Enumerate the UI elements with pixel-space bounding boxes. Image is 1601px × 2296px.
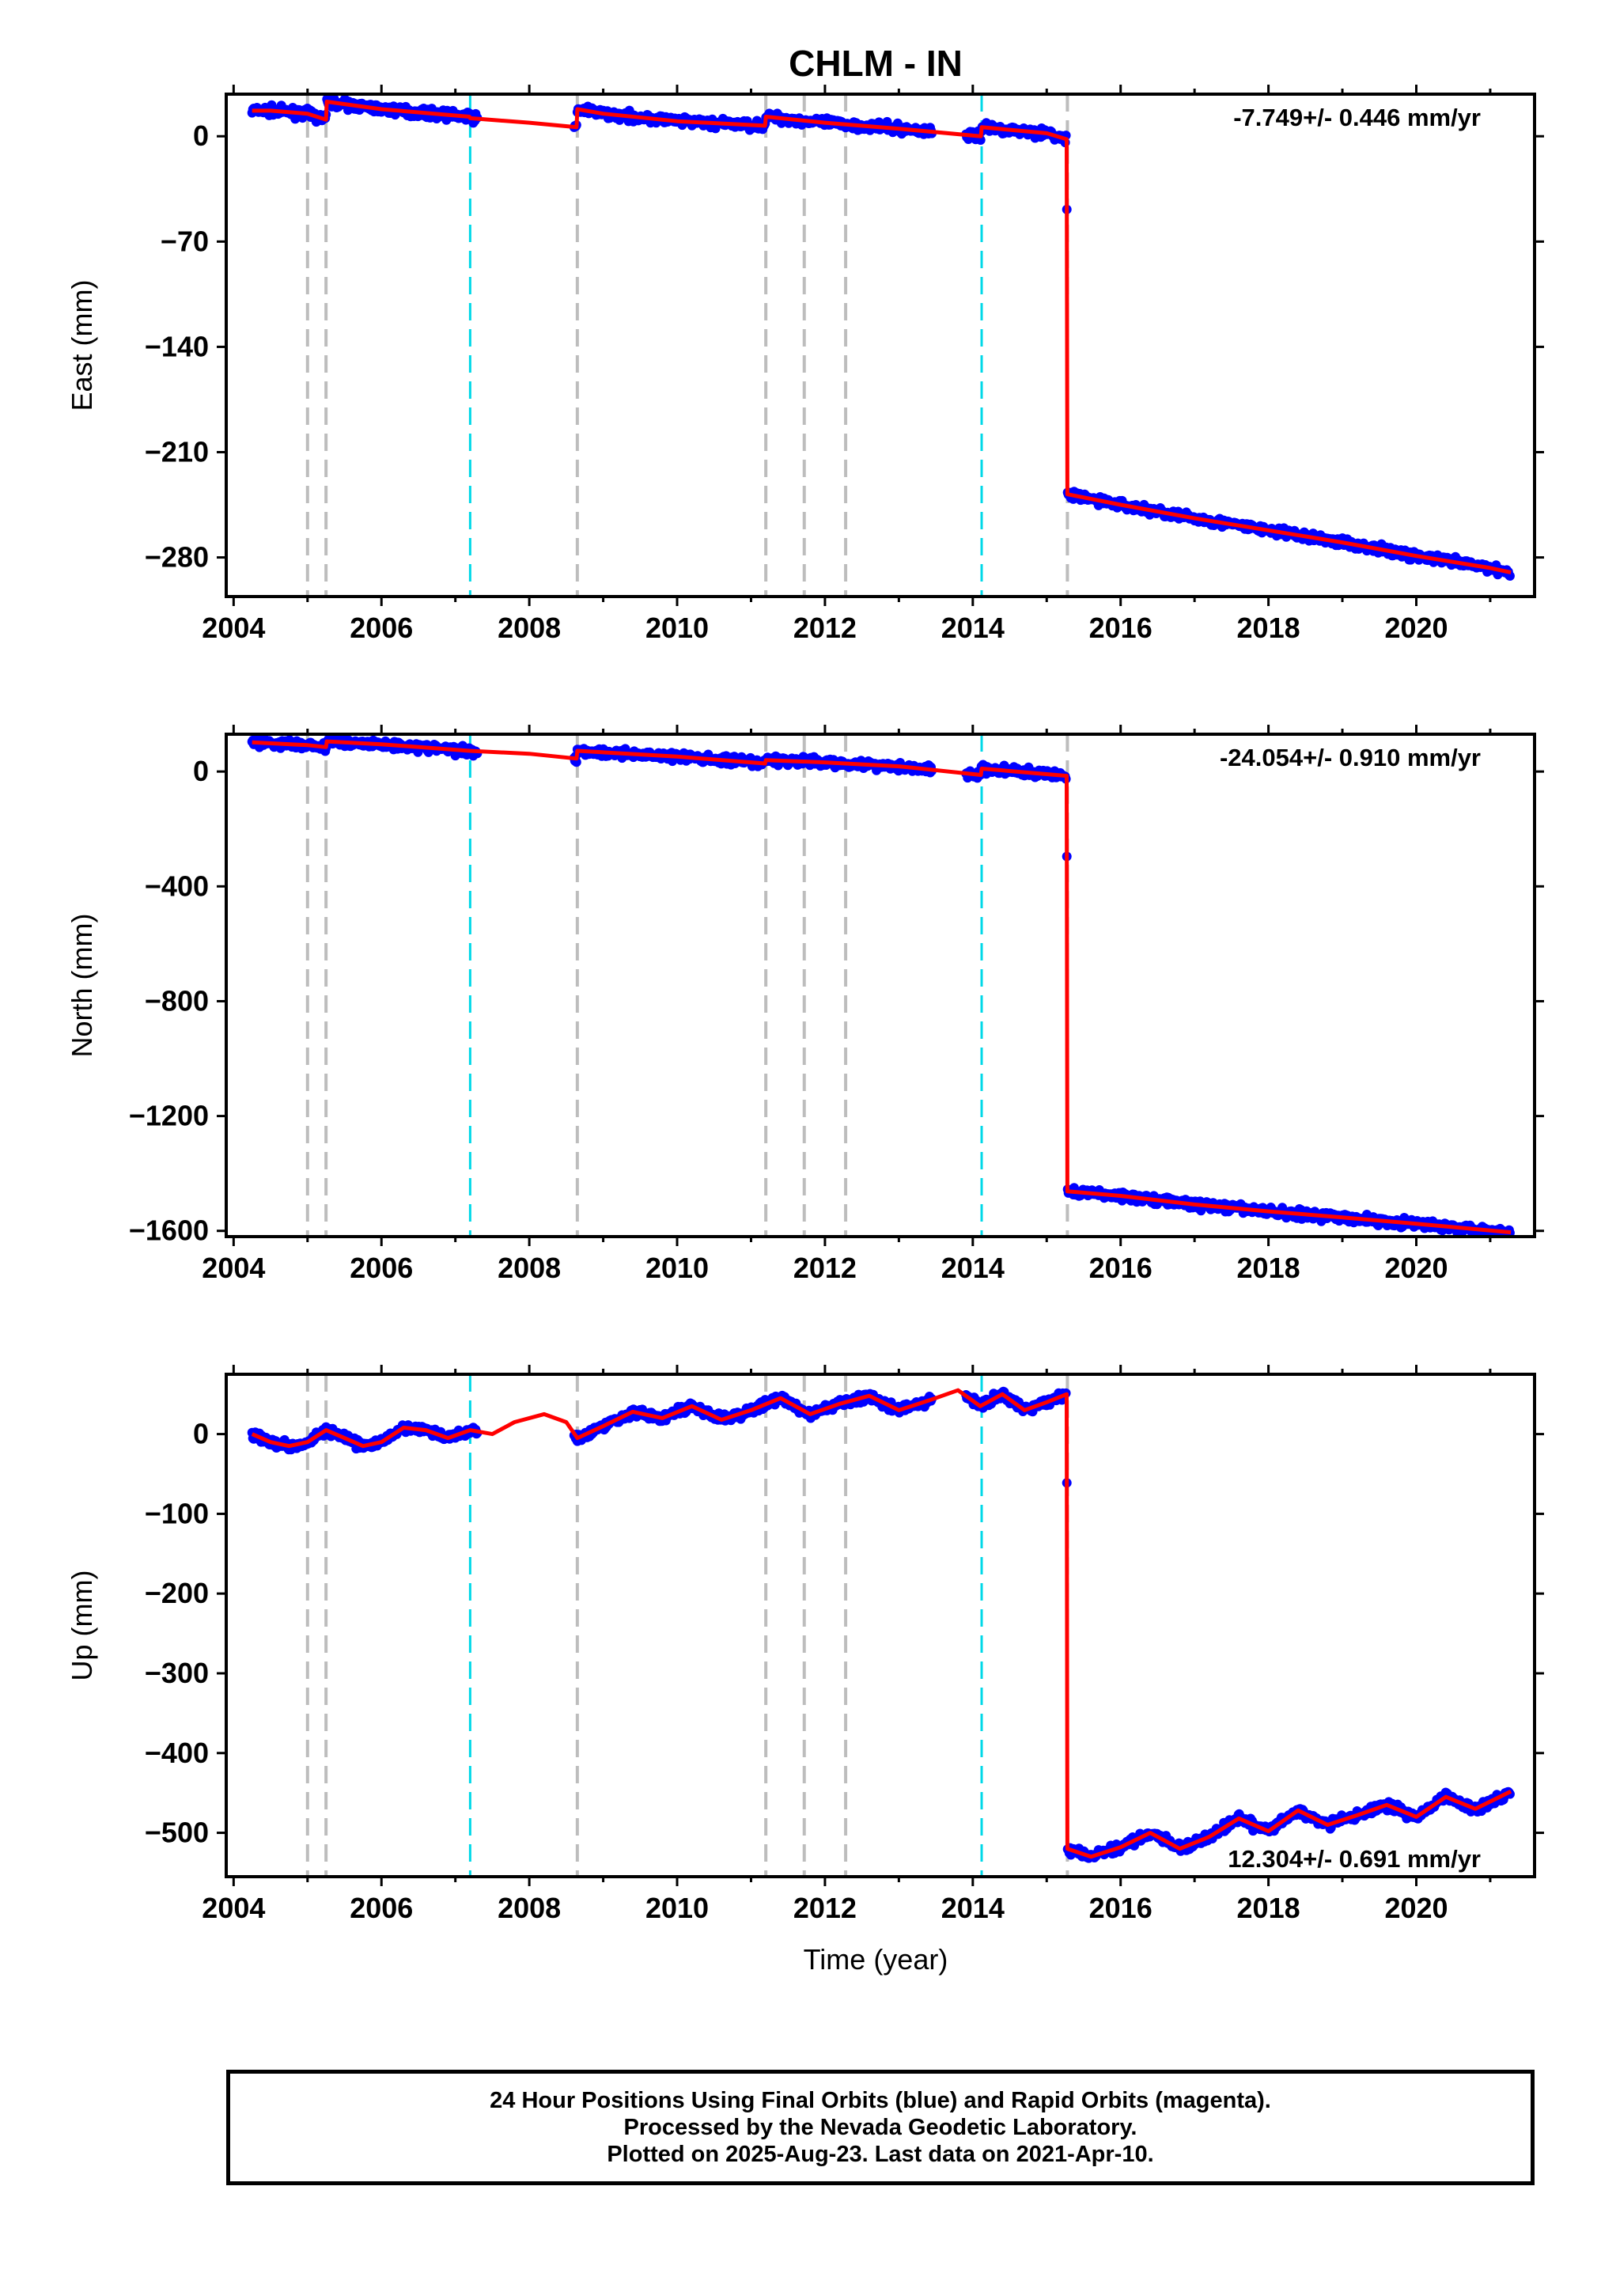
east-data-points [247,94,1515,581]
x-axis-label: Time (year) [804,1943,948,1976]
north-y-tick-label: −1200 [129,1100,209,1132]
north-y-tick-label: −400 [145,870,209,902]
north-x-tick-label: 2014 [941,1252,1005,1284]
up-y-axis-label: Up (mm) [66,1570,98,1681]
east-rate-label: -7.749+/- 0.446 mm/yr [1233,104,1481,131]
north-event-lines [305,734,1069,1237]
east-y-tick-label: −140 [145,330,209,362]
north-y-tick-label: −800 [145,984,209,1017]
north-x-tick-label: 2018 [1237,1252,1300,1284]
north-data-points [247,734,1515,1237]
up-rate-label: 12.304+/- 0.691 mm/yr [1228,1845,1481,1873]
up-x-tick-label: 2006 [350,1892,413,1924]
east-x-tick-label: 2012 [793,612,857,644]
east-y-tick-label: −280 [145,541,209,574]
east-x-tick-label: 2004 [202,612,265,644]
up-y-tick-label: −400 [145,1737,209,1769]
east-x-tick-label: 2006 [350,612,413,644]
up-y-axis: 0 −100 −200 −300 −400 −500 [145,1418,1544,1849]
east-y-axis-label: East (mm) [66,280,98,411]
up-y-tick-label: −300 [145,1657,209,1689]
east-x-tick-label: 2016 [1089,612,1152,644]
north-x-axis: 2004 2006 2008 2010 2012 2014 2016 2018 2020 [202,725,1492,1284]
east-event-lines [305,94,1069,597]
north-y-tick-label: 0 [193,755,209,787]
east-y-axis: 0 −70 −140 −210 −280 [145,119,1544,574]
east-y-tick-label: −70 [161,225,209,257]
up-x-tick-label: 2020 [1384,1892,1448,1924]
up-x-tick-label: 2008 [498,1892,561,1924]
up-x-tick-label: 2004 [202,1892,265,1924]
chart-title: CHLM - IN [789,43,963,84]
north-y-axis-label: North (mm) [66,914,98,1058]
east-x-tick-label: 2010 [645,612,709,644]
east-x-tick-label: 2008 [498,612,561,644]
up-data-points [247,1386,1515,1863]
up-panel: 2004 2006 2008 2010 2012 2014 2016 2018 2020 0 −10… [66,1365,1544,1924]
east-x-axis: 2004 2006 2008 2010 2012 2014 2016 2018 2020 [202,85,1492,644]
up-y-tick-label: −100 [145,1497,209,1529]
north-x-tick-label: 2004 [202,1252,265,1284]
east-y-tick-label: −210 [145,435,209,468]
up-x-tick-label: 2018 [1237,1892,1300,1924]
footer-line-1: 24 Hour Positions Using Final Orbits (bl… [490,2088,1271,2113]
up-x-tick-label: 2012 [793,1892,857,1924]
north-plot-frame [225,733,1536,1238]
north-x-tick-label: 2016 [1089,1252,1152,1284]
footer-line-2: Processed by the Nevada Geodetic Laborat… [623,2115,1137,2140]
north-x-tick-label: 2008 [498,1252,561,1284]
north-x-tick-label: 2012 [793,1252,857,1284]
north-rate-label: -24.054+/- 0.910 mm/yr [1220,744,1481,771]
footer-caption-box: 24 Hour Positions Using Final Orbits (bl… [226,2070,1535,2185]
up-x-axis: 2004 2006 2008 2010 2012 2014 2016 2018 2020 [202,1365,1492,1924]
up-model-line [251,1388,1512,1859]
north-model-line [252,739,1512,1235]
footer-line-3: Plotted on 2025-Aug-23. Last data on 202… [607,2142,1154,2167]
east-x-tick-label: 2014 [941,612,1005,644]
north-panel: 2004 2006 2008 2010 2012 2014 2016 2018 2020 0 −40… [66,725,1544,1284]
north-y-tick-label: −1600 [129,1214,209,1247]
north-x-tick-label: 2020 [1384,1252,1448,1284]
east-x-tick-label: 2018 [1237,612,1300,644]
north-x-tick-label: 2006 [350,1252,413,1284]
up-plot-frame [225,1373,1536,1878]
north-x-tick-label: 2010 [645,1252,709,1284]
up-x-tick-label: 2014 [941,1892,1005,1924]
east-plot-frame [225,93,1536,598]
north-y-axis: 0 −400 −800 −1200 −1600 [129,755,1544,1247]
up-x-tick-label: 2016 [1089,1892,1152,1924]
east-model-line [252,100,1512,575]
up-y-tick-label: 0 [193,1418,209,1450]
up-event-lines [305,1374,1069,1877]
east-y-tick-label: 0 [193,119,209,152]
up-y-tick-label: −200 [145,1577,209,1609]
east-x-tick-label: 2020 [1384,612,1448,644]
east-panel: 2004 2006 2008 2010 2012 2014 2016 2018 2020 0 −70… [66,85,1544,644]
up-x-tick-label: 2010 [645,1892,709,1924]
up-y-tick-label: −500 [145,1817,209,1849]
